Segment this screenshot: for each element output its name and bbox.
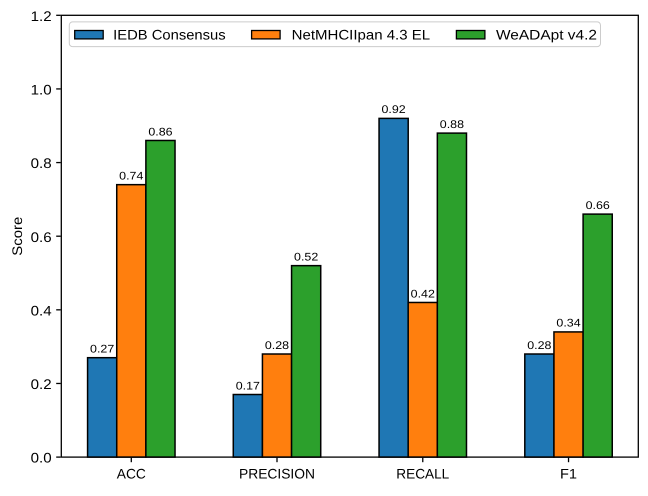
svg-text:0.6: 0.6 xyxy=(31,229,52,245)
svg-text:F1: F1 xyxy=(560,465,577,481)
svg-text:0.4: 0.4 xyxy=(31,302,52,318)
svg-text:1.2: 1.2 xyxy=(31,8,52,24)
svg-text:PRECISION: PRECISION xyxy=(239,465,315,481)
svg-text:0.28: 0.28 xyxy=(527,340,551,352)
svg-text:IEDB Consensus: IEDB Consensus xyxy=(113,27,225,43)
svg-text:1.0: 1.0 xyxy=(31,82,52,98)
svg-text:0.0: 0.0 xyxy=(31,450,52,466)
svg-text:WeADApt v4.2: WeADApt v4.2 xyxy=(496,27,597,43)
svg-text:0.27: 0.27 xyxy=(90,344,114,356)
svg-text:0.52: 0.52 xyxy=(294,251,318,263)
svg-text:0.66: 0.66 xyxy=(586,200,610,212)
svg-text:0.34: 0.34 xyxy=(556,318,580,330)
svg-text:0.86: 0.86 xyxy=(148,126,172,138)
svg-text:0.88: 0.88 xyxy=(440,119,464,131)
svg-text:0.74: 0.74 xyxy=(119,170,143,182)
svg-text:NetMHCIIpan 4.3 EL: NetMHCIIpan 4.3 EL xyxy=(292,27,431,43)
svg-text:0.17: 0.17 xyxy=(236,380,260,392)
svg-text:Score: Score xyxy=(9,216,25,255)
svg-text:ACC: ACC xyxy=(117,465,146,481)
svg-text:0.92: 0.92 xyxy=(382,104,406,116)
svg-text:0.42: 0.42 xyxy=(411,288,435,300)
svg-text:0.2: 0.2 xyxy=(31,376,52,392)
svg-text:RECALL: RECALL xyxy=(396,465,449,481)
svg-text:0.28: 0.28 xyxy=(265,340,289,352)
svg-text:0.8: 0.8 xyxy=(31,155,52,171)
